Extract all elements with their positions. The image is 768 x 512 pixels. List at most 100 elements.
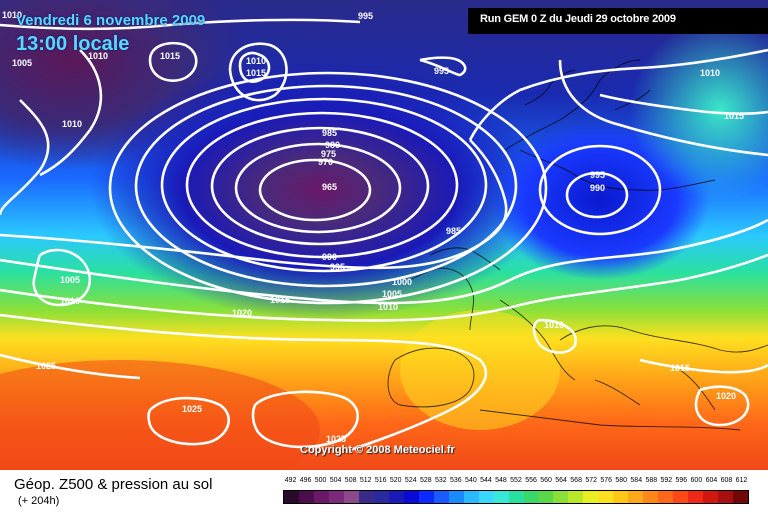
color-scale-label: 588	[645, 477, 658, 484]
color-scale-swatch	[313, 491, 329, 503]
pressure-label: 1020	[716, 391, 736, 401]
pressure-label: 1020	[232, 308, 252, 318]
pressure-label: 995	[434, 66, 449, 76]
pressure-label: 1015	[724, 111, 744, 121]
color-scale-label: 504	[329, 477, 342, 484]
color-scale-label: 584	[630, 477, 643, 484]
pressure-label: 1025	[326, 434, 346, 444]
color-scale-label: 592	[660, 477, 673, 484]
color-scale-swatch	[403, 491, 419, 503]
color-scale-swatch	[598, 491, 614, 503]
color-scale-label: 564	[555, 477, 567, 484]
forecast-range: (+ 204h)	[18, 495, 60, 507]
pressure-label: 980	[325, 140, 340, 150]
pressure-label: 1005	[12, 58, 32, 68]
pressure-label: 985	[322, 128, 337, 138]
color-scale-label: 508	[344, 477, 357, 484]
color-scale-swatch	[508, 491, 524, 503]
color-scale-swatch	[478, 491, 494, 503]
pressure-label: 1005	[382, 289, 402, 299]
color-scale-swatch	[448, 491, 464, 503]
pressure-label: 1010	[700, 68, 720, 78]
color-scale-swatch	[568, 491, 584, 503]
color-scale-label: 532	[434, 477, 447, 484]
color-scale-label: 580	[615, 477, 628, 484]
pressure-label: 965	[322, 182, 337, 192]
color-scale-swatch	[343, 491, 359, 503]
pressure-label: 1010	[246, 56, 266, 66]
pressure-label: 1010	[60, 296, 80, 306]
color-scale-swatch	[358, 491, 374, 503]
color-scale-labels: 492 496 500 504 508 512 516 520 524 528 532 536 540 5…	[283, 477, 749, 487]
pressure-label: 995	[590, 170, 605, 180]
pressure-label: 1010	[544, 320, 564, 330]
pressure-label: 1015	[246, 68, 266, 78]
pressure-labels: 1010 1005 1010 1015 1010 1015 995 995 10…	[2, 10, 744, 444]
color-scale-swatch	[628, 491, 644, 503]
color-scale-label: 528	[419, 477, 432, 484]
pressure-geopotential-chart: 1010 1005 1010 1015 1010 1015 995 995 10…	[0, 0, 768, 470]
color-scale-label: 512	[359, 477, 372, 484]
forecast-date: Vendredi 6 novembre 2009	[16, 12, 206, 29]
color-scale-swatch	[688, 491, 704, 503]
color-scale-swatch	[493, 491, 509, 503]
pressure-label: 1015	[160, 51, 180, 61]
color-scale-swatch	[643, 491, 659, 503]
color-scale-swatch	[703, 491, 719, 503]
color-scale-bar	[283, 490, 749, 504]
color-scale-label: 576	[600, 477, 613, 484]
color-scale-swatch	[463, 491, 479, 503]
color-scale-swatch	[388, 491, 404, 503]
color-scale-label: 492	[284, 477, 297, 484]
color-scale-swatch	[433, 491, 449, 503]
color-scale-label: 556	[525, 477, 537, 484]
legend-footer: Géop. Z500 & pression au sol (+ 204h) 49…	[0, 470, 768, 512]
isobars	[0, 18, 768, 452]
color-scale-label: 544	[480, 477, 492, 484]
color-scale-label: 552	[510, 477, 522, 484]
color-scale-swatch	[538, 491, 554, 503]
color-scale-swatch	[733, 491, 749, 503]
color-scale-label: 600	[690, 477, 703, 484]
color-scale-swatch	[718, 491, 734, 503]
pressure-label: 995	[358, 11, 373, 21]
color-scale-swatch	[373, 491, 389, 503]
pressure-label: 1010	[378, 302, 398, 312]
color-scale-label: 596	[675, 477, 688, 484]
color-scale-label: 612	[735, 477, 748, 484]
pressure-label: 1015	[670, 363, 690, 373]
color-scale-label: 496	[299, 477, 312, 484]
pressure-label: 1000	[392, 277, 412, 287]
color-scale-swatch	[583, 491, 599, 503]
color-scale-label: 536	[450, 477, 462, 484]
pressure-label: 1025	[182, 404, 202, 414]
color-scale-swatch	[658, 491, 674, 503]
color-scale-label: 572	[585, 477, 597, 484]
color-scale-label: 548	[495, 477, 507, 484]
color-scale-label: 516	[374, 477, 387, 484]
chart-title: Géop. Z500 & pression au sol	[14, 476, 213, 493]
pressure-label: 1010	[62, 119, 82, 129]
color-scale-swatch	[328, 491, 344, 503]
pressure-label: 1005	[60, 275, 80, 285]
color-scale-swatch	[418, 491, 434, 503]
color-scale-label: 520	[389, 477, 402, 484]
color-scale-label: 568	[570, 477, 582, 484]
pressure-label: 1010	[88, 51, 108, 61]
color-scale-swatch	[523, 491, 539, 503]
color-scale-label: 604	[705, 477, 718, 484]
color-scale-swatch	[553, 491, 569, 503]
pressure-label: 1010	[2, 10, 22, 20]
color-scale-label: 540	[465, 477, 477, 484]
color-scale-label: 608	[720, 477, 733, 484]
color-scale-swatch	[298, 491, 314, 503]
forecast-local-time: 13:00 locale	[16, 33, 130, 55]
pressure-label: 1025	[36, 361, 56, 371]
color-scale-label: 560	[540, 477, 552, 484]
pressure-label: 1015	[270, 295, 290, 305]
color-scale-label: 524	[404, 477, 417, 484]
model-run-info: Run GEM 0 Z du Jeudi 29 octobre 2009	[468, 8, 768, 34]
pressure-label: 975	[321, 149, 336, 159]
color-scale-swatch	[613, 491, 629, 503]
pressure-label: 995	[330, 262, 345, 272]
